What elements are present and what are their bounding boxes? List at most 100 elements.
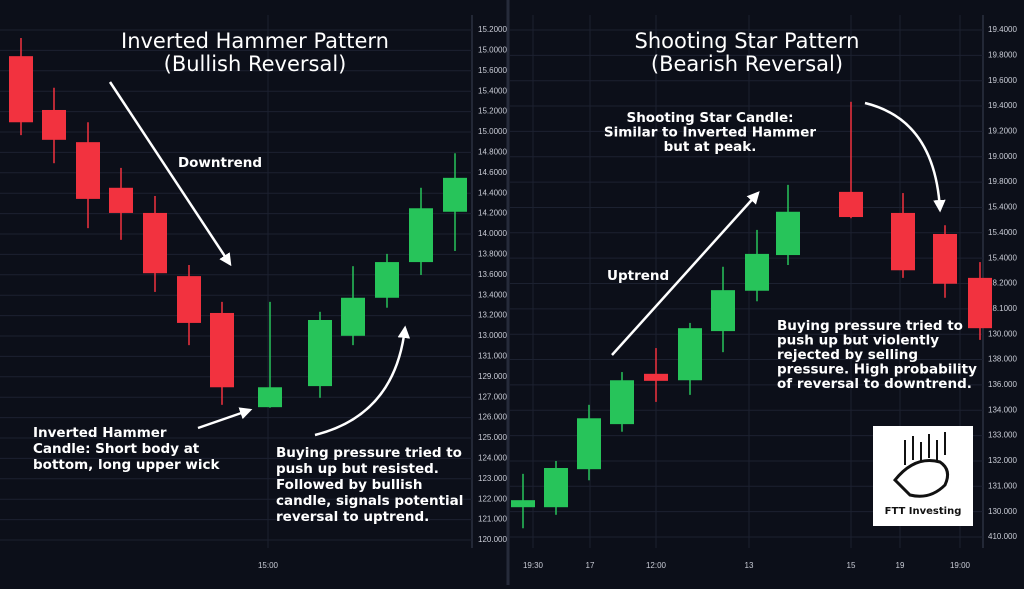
- x-tick-label: 19: [896, 561, 905, 570]
- x-tick-label: 15:00: [258, 561, 279, 570]
- arrow: [611, 191, 760, 356]
- candle-body: [109, 187, 133, 213]
- candle-body: [711, 290, 735, 332]
- y-tick-label: 14.8000: [478, 148, 507, 157]
- y-tick-label: 15.4000: [478, 86, 507, 95]
- arrow: [864, 101, 946, 213]
- y-tick-label: 13.0000: [478, 331, 507, 340]
- y-tick-label: 134.000: [988, 405, 1017, 414]
- y-tick-label: 14.6000: [478, 168, 507, 177]
- candle-body: [678, 328, 702, 381]
- candle-body: [511, 500, 535, 508]
- y-tick-label: 121.000: [478, 515, 507, 524]
- y-tick-label: 19.4000: [988, 25, 1017, 34]
- candle-body: [76, 142, 100, 199]
- y-tick-label: 132.000: [988, 456, 1017, 465]
- y-tick-label: 13.2000: [478, 311, 507, 320]
- candle-body: [839, 191, 863, 218]
- candle-body: [375, 262, 399, 298]
- y-tick-label: 19.8000: [988, 50, 1017, 59]
- y-tick-label: 130.000: [988, 507, 1017, 516]
- y-tick-label: 124.000: [478, 454, 507, 463]
- candle-body: [409, 208, 433, 263]
- y-tick-label: 18.1000: [988, 304, 1017, 313]
- annotation: Followed by bullish: [276, 477, 422, 493]
- annotation: but at peak.: [664, 139, 757, 155]
- annotation: pressure. High probability: [777, 362, 977, 378]
- x-tick-label: 19:00: [950, 561, 971, 570]
- annotation: Similar to Inverted Hammer: [604, 125, 816, 141]
- arrow: [314, 325, 411, 437]
- chart-title: Shooting Star Pattern: [634, 29, 859, 53]
- y-tick-label: 15.4000: [988, 253, 1017, 262]
- y-tick-label: 127.000: [478, 392, 507, 401]
- y-tick-label: 131.000: [988, 481, 1017, 490]
- y-tick-label: 125.000: [478, 433, 507, 442]
- y-tick-label: 15.4000: [988, 203, 1017, 212]
- y-tick-label: 19.8000: [988, 177, 1017, 186]
- logo-text: FTT Investing: [885, 506, 962, 517]
- annotation: Buying pressure tried to: [276, 445, 462, 461]
- x-tick-label: 13: [745, 561, 754, 570]
- y-tick-label: 13.4000: [478, 290, 507, 299]
- candle-body: [42, 109, 66, 140]
- candle-body: [745, 253, 769, 291]
- logo: FTT Investing: [873, 426, 973, 526]
- annotation: reversal to uptrend.: [276, 509, 429, 525]
- y-tick-label: 19.6000: [988, 76, 1017, 85]
- y-tick-label: 18.2000: [988, 279, 1017, 288]
- y-tick-label: 126.000: [478, 413, 507, 422]
- candle-body: [143, 212, 167, 274]
- y-tick-label: 15.0000: [478, 46, 507, 55]
- annotation: of reversal to downtrend.: [777, 376, 972, 392]
- x-tick-label: 17: [586, 561, 595, 570]
- annotation: Buying pressure tried to: [777, 318, 963, 334]
- y-tick-label: 15.2000: [478, 25, 507, 34]
- annotation: push up but resisted.: [276, 461, 439, 477]
- y-tick-label: 19.2000: [988, 127, 1017, 136]
- y-tick-label: 129.000: [478, 372, 507, 381]
- candle-body: [968, 277, 992, 329]
- candle-body: [776, 211, 800, 256]
- candle-body: [9, 56, 33, 123]
- annotation: candle, signals potential: [276, 493, 463, 509]
- candle-body: [443, 177, 467, 212]
- y-tick-label: 122.000: [478, 494, 507, 503]
- candle-body: [544, 468, 568, 508]
- y-tick-label: 133.000: [988, 431, 1017, 440]
- y-tick-label: 410.000: [988, 532, 1017, 541]
- annotation: Downtrend: [178, 155, 262, 171]
- annotation: Inverted Hammer: [33, 425, 167, 441]
- annotation: Shooting Star Candle:: [626, 110, 793, 126]
- chart-title: Inverted Hammer Pattern: [121, 29, 389, 53]
- y-tick-label: 15.0000: [478, 127, 507, 136]
- annotation: push up but violently: [777, 333, 939, 349]
- y-tick-label: 13.6000: [478, 270, 507, 279]
- y-tick-label: 19.4000: [988, 101, 1017, 110]
- y-tick-label: 15.6000: [478, 66, 507, 75]
- x-tick-label: 12:00: [646, 561, 667, 570]
- x-tick-label: 19:30: [523, 561, 544, 570]
- y-tick-label: 14.4000: [478, 188, 507, 197]
- annotation: Candle: Short body at: [33, 441, 200, 457]
- annotation: Uptrend: [607, 268, 669, 284]
- x-tick-label: 15: [847, 561, 856, 570]
- y-tick-label: 136.000: [988, 380, 1017, 389]
- candle-body: [177, 276, 201, 323]
- y-tick-label: 14.0000: [478, 229, 507, 238]
- annotation: rejected by selling: [777, 347, 918, 363]
- y-tick-label: 130.000: [988, 329, 1017, 338]
- y-tick-label: 138.000: [988, 355, 1017, 364]
- candle-body: [210, 312, 234, 388]
- y-tick-label: 13.8000: [478, 250, 507, 259]
- y-tick-label: 131.000: [478, 352, 507, 361]
- candle-body: [577, 418, 601, 470]
- arrow: [108, 81, 232, 267]
- candle-body: [891, 212, 915, 271]
- y-tick-label: 15.2000: [478, 107, 507, 116]
- candle-body: [933, 234, 957, 284]
- candle-body: [308, 319, 332, 387]
